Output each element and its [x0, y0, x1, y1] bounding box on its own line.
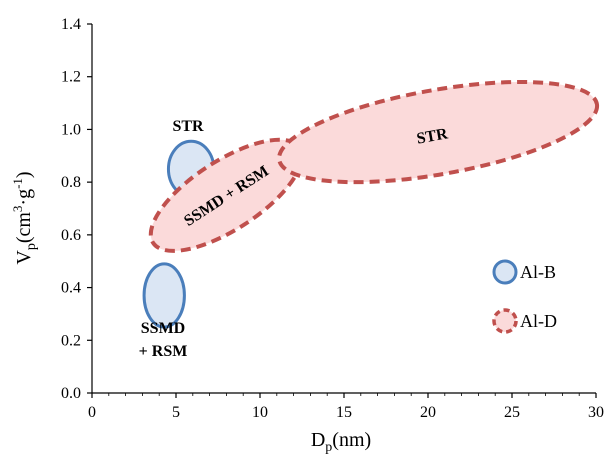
- y-axis-title-unit: ): [13, 171, 35, 178]
- legend-marker-al-b: [492, 259, 518, 285]
- x-axis-title-main: D: [311, 429, 325, 451]
- y-axis-title-sup: 3: [10, 206, 25, 213]
- y-tick-label: 1.0: [61, 121, 81, 138]
- x-tick-label: 10: [252, 404, 268, 421]
- x-tick-label: 15: [336, 404, 352, 421]
- al-d-region-2: [277, 79, 600, 185]
- legend-label-al-d: Al-D: [520, 311, 557, 331]
- y-tick-label: 0.0: [61, 385, 81, 402]
- al-b-region-1-label: + RSM: [139, 343, 188, 360]
- y-axis-title-unit: (cm: [13, 212, 35, 244]
- x-axis-title-sub: p: [325, 440, 332, 455]
- x-tick-label: 25: [504, 404, 520, 421]
- y-tick-label: 0.4: [61, 280, 81, 297]
- y-tick-label: 1.4: [61, 16, 81, 33]
- al-d-region-2-label: STR: [415, 125, 449, 147]
- legend-label-al-b: Al-B: [520, 262, 556, 282]
- x-tick-label: 20: [420, 404, 436, 421]
- x-axis-title-unit: (nm): [332, 429, 371, 451]
- y-tick-label: 1.2: [61, 69, 81, 86]
- al-b-region-1: [142, 262, 186, 329]
- x-tick-label: 0: [88, 404, 96, 421]
- x-tick-label: 30: [588, 404, 604, 421]
- y-tick-label: 0.2: [61, 332, 81, 349]
- y-tick-label: 0.6: [61, 227, 81, 244]
- y-axis-title-main: V: [13, 250, 35, 265]
- x-tick-label: 5: [172, 404, 180, 421]
- al-b-region-2-label: STR: [172, 118, 204, 135]
- al-b-region-1-label: SSMD: [141, 320, 185, 337]
- y-axis-title-sub: p: [24, 243, 39, 250]
- legend: Al-B Al-D: [492, 259, 557, 334]
- region-layer: [142, 79, 600, 329]
- legend-marker-al-d: [492, 308, 518, 334]
- axes: 0.0 0.2 0.4 0.6 0.8 1.0 1.2 1.4 0 5 10 15 20 25 30: [61, 16, 604, 421]
- y-tick-label: 0.8: [61, 174, 81, 191]
- x-axis-title: Dp(nm): [311, 429, 371, 455]
- y-axis-title-sup: -1: [10, 178, 25, 189]
- y-axis-title-unit: ·g: [13, 189, 35, 206]
- y-axis-title: Vp(cm3·g-1): [10, 171, 39, 264]
